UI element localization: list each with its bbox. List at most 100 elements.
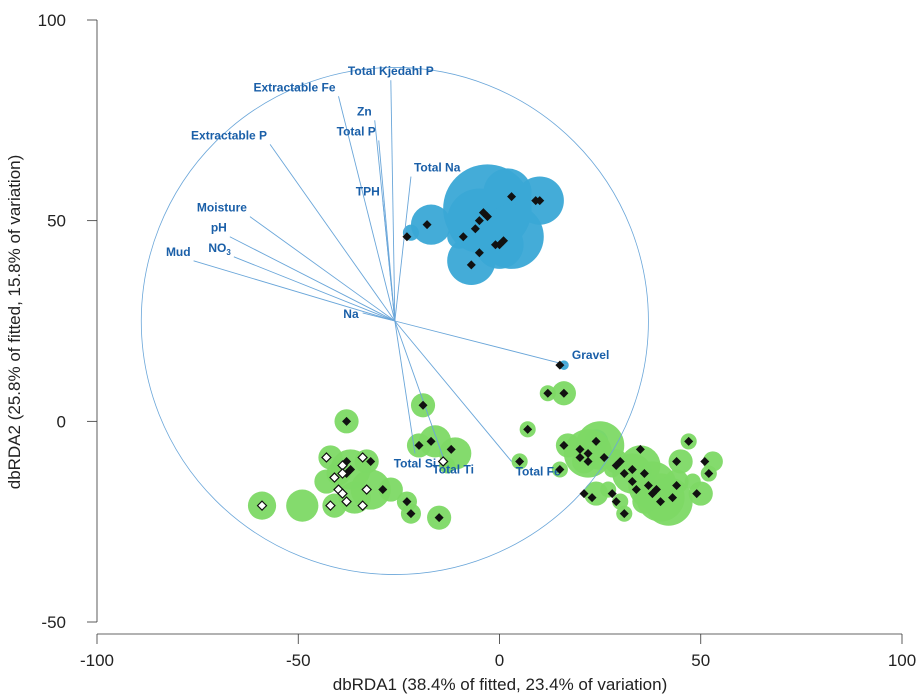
filled-diamond-marker <box>474 248 484 258</box>
open-diamond-marker <box>321 452 332 463</box>
filled-diamond-marker <box>559 388 569 398</box>
x-tick-label: 0 <box>495 651 504 670</box>
y-tick-label: 100 <box>38 11 66 30</box>
vector-line <box>338 96 396 322</box>
green-bubble <box>702 451 723 472</box>
filled-diamond-marker <box>499 236 509 246</box>
vector-line <box>269 144 396 322</box>
filled-diamond-marker <box>426 436 436 446</box>
filled-diamond-marker <box>631 485 641 495</box>
open-diamond-marker <box>341 496 352 507</box>
x-tick-label: -100 <box>80 651 114 670</box>
vector-label: Zn <box>357 104 372 118</box>
vector-label: Moisture <box>197 201 247 215</box>
vector-line <box>233 256 396 322</box>
ticks-layer: -100 -50 0 50 100 100 50 0 -50 <box>38 11 917 670</box>
y-tick-label: 0 <box>57 412 66 431</box>
y-tick-label: -50 <box>41 613 66 632</box>
vector-line <box>394 320 416 454</box>
filled-diamond-marker <box>402 497 412 507</box>
filled-diamond-marker <box>474 216 484 226</box>
filled-diamond-marker <box>378 485 388 495</box>
filled-diamond-marker <box>692 489 702 499</box>
vector-line <box>390 80 396 322</box>
filled-diamond-marker <box>627 477 637 487</box>
filled-diamond-marker <box>639 469 649 479</box>
filled-diamond-marker <box>684 436 694 446</box>
open-diamond-marker <box>357 500 368 511</box>
x-tick-label: 100 <box>888 651 916 670</box>
vector-line <box>394 176 412 322</box>
open-diamond-marker <box>337 488 348 499</box>
green-bubble <box>378 477 403 502</box>
correlation-circle-layer <box>140 67 649 575</box>
filled-diamond-marker <box>555 464 565 474</box>
vector-label: Extractable P <box>191 128 267 142</box>
vector-label-subscript: 3 <box>226 248 231 257</box>
bubbles-layer <box>247 164 723 530</box>
vector-line <box>249 216 396 322</box>
green-bubble <box>286 489 319 522</box>
vector-label: Total Kjedahl P <box>348 64 434 78</box>
filled-diamond-marker <box>700 456 710 466</box>
open-diamond-marker <box>329 472 340 483</box>
vector-line <box>229 236 396 322</box>
filled-diamond-marker <box>515 456 525 466</box>
vectors-layer: Total Kjedahl P Extractable Fe Zn Total P Ex… <box>166 64 609 478</box>
vector-label: Total Fe <box>516 464 561 478</box>
vector-label: Total Si <box>394 456 436 470</box>
filled-diamond-marker <box>627 464 637 474</box>
filled-diamond-marker <box>434 513 444 523</box>
filled-diamond-marker <box>575 452 585 462</box>
filled-diamond-marker <box>418 400 428 410</box>
open-diamond-marker <box>337 468 348 479</box>
vector-line <box>382 200 396 322</box>
vector-label: Total P <box>337 124 376 138</box>
x-axis-title: dbRDA1 (38.4% of fitted, 23.4% of variat… <box>333 675 668 694</box>
open-diamond-marker <box>357 452 368 463</box>
vector-label: pH <box>211 221 227 235</box>
vector-line <box>193 260 395 322</box>
open-diamond-marker <box>437 456 449 467</box>
filled-diamond-marker <box>482 212 492 222</box>
vector-line <box>394 320 444 458</box>
filled-diamond-marker <box>611 497 621 507</box>
filled-diamond-marker <box>559 440 569 450</box>
plot-area: Total Kjedahl P Extractable Fe Zn Total P Ex… <box>140 64 723 575</box>
filled-diamond-marker <box>470 224 480 234</box>
correlation-circle <box>140 67 649 575</box>
vector-line <box>394 320 569 366</box>
x-tick-label: -50 <box>286 651 311 670</box>
y-tick-label: 50 <box>47 212 66 231</box>
filled-diamond-marker <box>575 444 585 454</box>
filled-diamond-marker <box>366 456 376 466</box>
vector-label: Total Ti <box>432 462 474 476</box>
filled-diamond-marker <box>635 444 645 454</box>
filled-diamond-marker <box>619 509 629 519</box>
filled-diamond-marker <box>402 232 412 242</box>
open-diamond-marker <box>325 500 336 511</box>
markers-layer <box>256 192 714 523</box>
y-axis-title: dbRDA2 (25.8% of fitted, 15.8% of variat… <box>5 155 24 490</box>
filled-diamond-marker <box>507 192 517 202</box>
filled-diamond-marker <box>615 456 625 466</box>
vector-label: Mud <box>166 245 191 259</box>
filled-diamond-marker <box>643 481 653 491</box>
open-diamond-marker <box>256 500 268 511</box>
filled-diamond-marker <box>466 260 476 270</box>
open-diamond-marker <box>361 484 373 495</box>
x-tick-label: 50 <box>691 651 710 670</box>
vector-line <box>394 320 512 462</box>
filled-diamond-marker <box>535 196 545 206</box>
green-bubble <box>684 473 701 490</box>
filled-diamond-marker <box>591 436 601 446</box>
vector-label: Total Na <box>414 161 461 175</box>
filled-diamond-marker <box>651 485 661 495</box>
filled-diamond-marker <box>599 452 609 462</box>
filled-diamond-marker <box>704 469 714 479</box>
filled-diamond-marker <box>619 469 629 479</box>
vector-label: TPH <box>356 185 380 199</box>
filled-diamond-marker <box>607 489 617 499</box>
filled-diamond-marker <box>543 388 553 398</box>
